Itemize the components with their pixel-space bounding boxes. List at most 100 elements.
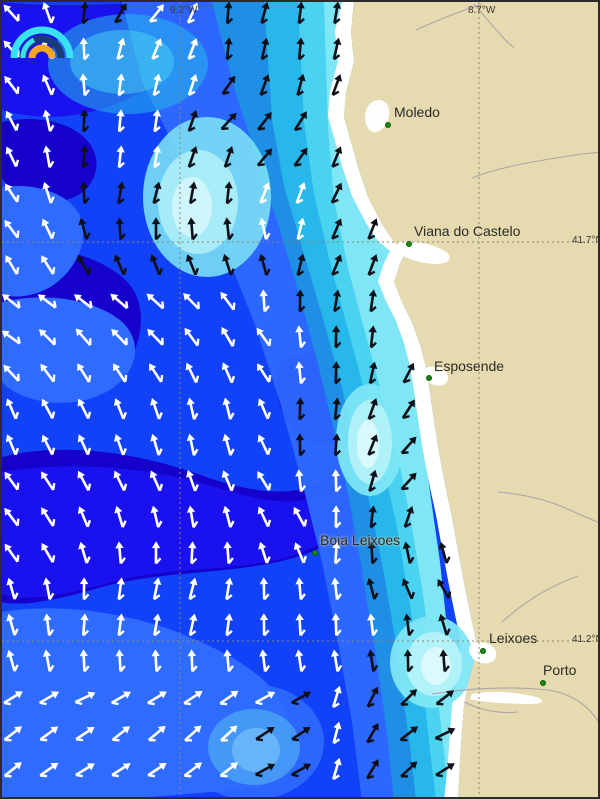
wave-direction-arrow	[4, 543, 20, 563]
wave-direction-arrow	[439, 649, 450, 673]
wave-direction-arrow	[5, 434, 20, 456]
wave-direction-arrow	[184, 725, 202, 742]
wave-direction-arrow	[112, 363, 128, 383]
wave-direction-arrow	[330, 649, 343, 673]
wave-direction-arrow	[77, 506, 92, 528]
wave-direction-arrow	[222, 253, 235, 276]
wave-direction-arrow	[4, 75, 20, 95]
wave-direction-arrow	[259, 74, 270, 96]
wave-direction-arrow	[77, 398, 92, 420]
wave-direction-arrow	[187, 73, 198, 97]
wave-direction-arrow	[115, 649, 126, 673]
wave-direction-arrow	[367, 434, 379, 456]
wave-direction-arrow	[332, 289, 342, 313]
place-marker[interactable]	[540, 680, 546, 686]
wave-direction-arrow	[331, 613, 342, 637]
wave-direction-arrow	[39, 726, 59, 742]
wave-direction-arrow	[151, 649, 162, 673]
wave-direction-arrow	[260, 2, 270, 25]
wave-direction-arrow	[42, 145, 55, 168]
wave-direction-arrow	[185, 254, 199, 276]
place-marker[interactable]	[426, 375, 432, 381]
wave-direction-arrow	[186, 433, 199, 456]
wave-direction-arrow	[152, 577, 162, 601]
wave-direction-arrow	[291, 726, 311, 742]
wave-direction-arrow	[188, 577, 198, 601]
wave-direction-arrow	[331, 218, 343, 240]
wave-direction-arrow	[4, 471, 20, 491]
wave-direction-arrow	[42, 181, 55, 204]
wave-direction-arrow	[3, 691, 23, 706]
wave-direction-arrow	[403, 506, 414, 528]
rainbow-arc-logo[interactable]	[10, 8, 74, 64]
wave-direction-arrow	[43, 613, 55, 637]
wave-direction-arrow	[219, 762, 239, 778]
place-marker[interactable]	[480, 648, 486, 654]
wave-direction-arrow	[438, 613, 451, 636]
wave-direction-arrow	[224, 613, 233, 637]
wave-direction-arrow	[293, 542, 308, 564]
wave-direction-arrow	[6, 577, 19, 600]
wave-direction-arrow	[296, 73, 306, 97]
place-marker[interactable]	[385, 122, 391, 128]
wave-direction-arrow	[224, 577, 234, 601]
wave-direction-arrow	[146, 293, 165, 310]
wave-direction-arrow	[6, 649, 19, 672]
place-marker[interactable]	[312, 550, 318, 556]
wave-direction-arrow	[257, 398, 272, 420]
wave-direction-arrow	[147, 725, 166, 742]
wave-direction-arrow	[219, 690, 239, 706]
wave-direction-arrow	[296, 2, 305, 25]
wave-direction-arrow	[258, 541, 271, 564]
wave-direction-arrow	[149, 4, 164, 23]
wave-direction-arrow	[255, 691, 276, 706]
wave-direction-arrow	[188, 181, 198, 205]
wave-direction-arrow	[368, 289, 378, 313]
wave-direction-arrow	[295, 361, 306, 385]
wave-direction-arrow	[185, 362, 200, 384]
wave-direction-arrow	[79, 73, 90, 97]
wave-direction-arrow	[5, 398, 20, 420]
wave-direction-arrow	[259, 577, 270, 601]
wave-direction-arrow	[295, 325, 306, 349]
inlet-moledo	[365, 100, 390, 133]
wave-direction-arrow	[366, 577, 379, 600]
wave-direction-arrow	[41, 471, 56, 491]
wave-direction-arrow	[116, 181, 126, 205]
wave-direction-arrow	[257, 471, 272, 491]
wave-direction-arrow	[150, 433, 163, 456]
wave-direction-arrow	[5, 110, 20, 132]
place-marker[interactable]	[406, 241, 412, 247]
wave-direction-arrow	[3, 762, 22, 778]
wave-direction-arrow	[187, 649, 198, 673]
wave-direction-arrow	[38, 329, 56, 346]
wave-direction-arrow	[291, 763, 312, 778]
wave-direction-arrow	[367, 613, 379, 637]
wave-direction-arrow	[77, 255, 92, 275]
wave-direction-arrow	[332, 757, 342, 781]
wave-direction-arrow	[80, 109, 90, 133]
wave-direction-arrow	[184, 327, 200, 347]
wave-direction-arrow	[222, 397, 235, 420]
wave-direction-arrow	[41, 398, 56, 419]
wave-direction-arrow	[435, 690, 455, 706]
wave-direction-arrow	[400, 761, 418, 778]
wave-direction-arrow	[151, 217, 162, 241]
wave-direction-arrow	[80, 613, 90, 637]
wave-direction-arrow	[296, 37, 306, 61]
wave-direction-arrow	[74, 691, 96, 706]
wave-direction-arrow	[331, 325, 342, 349]
wave-direction-arrow	[42, 577, 55, 600]
wave-direction-arrow	[368, 505, 377, 529]
wave-direction-arrow	[183, 691, 203, 706]
road-network	[415, 3, 598, 723]
wave-direction-arrow	[111, 726, 130, 742]
wave-direction-arrow	[258, 253, 271, 276]
wave-direction-arrow	[296, 217, 306, 241]
wave-direction-arrow	[187, 146, 198, 169]
wave-direction-arrow	[257, 363, 272, 383]
wave-direction-arrow	[438, 541, 451, 564]
wave-direction-arrow	[368, 469, 378, 493]
